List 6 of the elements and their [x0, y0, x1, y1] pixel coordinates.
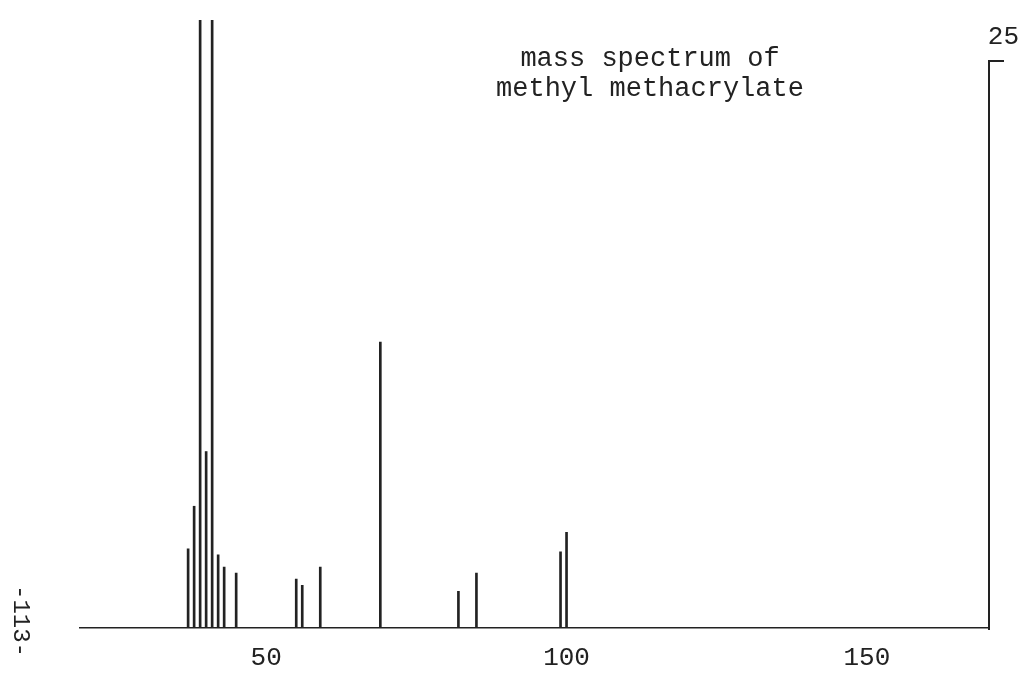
text: -113-	[7, 585, 34, 658]
x-tick-label: 150	[843, 643, 891, 674]
text: mass spectrum of methyl methacrylate	[495, 44, 805, 104]
x-tick-label: 100	[543, 643, 590, 674]
annotation: 25	[987, 22, 1019, 52]
x-tick-label: 50	[250, 643, 282, 674]
